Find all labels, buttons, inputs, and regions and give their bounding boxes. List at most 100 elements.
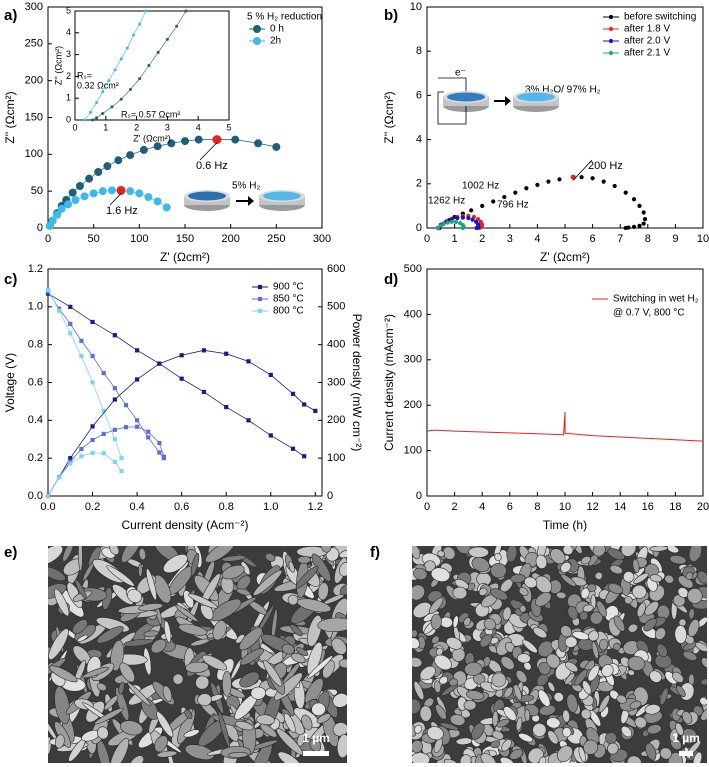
micrograph-texture	[500, 656, 515, 670]
data-point	[85, 174, 94, 183]
data-point	[641, 221, 646, 226]
micrograph-texture	[222, 670, 232, 697]
micrograph-texture	[483, 618, 496, 631]
data-point	[513, 190, 518, 195]
data-point	[68, 304, 73, 309]
micrograph-texture	[412, 546, 421, 560]
micrograph-texture	[197, 693, 212, 707]
data-point	[175, 24, 179, 28]
micrograph-texture	[413, 567, 428, 580]
micrograph-texture	[78, 546, 83, 572]
micrograph-texture	[449, 714, 466, 726]
data-point	[128, 87, 132, 91]
cell-electrode	[263, 191, 301, 201]
micrograph-texture	[96, 682, 107, 691]
micrograph-texture	[562, 546, 574, 556]
micrograph-texture	[276, 728, 304, 756]
legend-label: after 1.8 V	[624, 24, 670, 35]
micrograph-texture	[184, 744, 215, 760]
micrograph-texture	[676, 685, 686, 698]
micrograph-texture	[594, 571, 603, 580]
micrograph-texture	[627, 623, 638, 633]
legend-label: 800 °C	[273, 306, 304, 317]
micrograph-texture	[127, 589, 143, 603]
micrograph-texture	[311, 702, 326, 717]
micrograph-texture	[451, 647, 466, 662]
data-point	[139, 145, 148, 154]
data-point	[641, 210, 646, 215]
legend-marker	[257, 308, 263, 314]
legend-marker	[253, 25, 261, 33]
y-tick-label: 300	[25, 1, 43, 13]
micrograph-texture	[236, 588, 251, 596]
data-point	[119, 468, 124, 474]
data-point	[165, 37, 169, 41]
micrograph-texture	[518, 587, 529, 597]
micrograph-texture	[700, 678, 707, 686]
series-line	[47, 289, 122, 459]
micrograph-texture	[74, 579, 87, 600]
highlight-label: 200 Hz	[588, 160, 623, 172]
micrograph-texture	[607, 583, 624, 594]
data-point	[138, 22, 142, 26]
micrograph-texture	[188, 593, 218, 609]
micrograph-texture	[119, 662, 135, 683]
micrograph-texture	[564, 636, 578, 648]
micrograph-texture	[54, 686, 71, 725]
x-tick-label: 10	[559, 501, 571, 513]
micrograph-texture	[426, 726, 444, 741]
micrograph-texture	[535, 592, 552, 607]
micrograph-texture	[687, 619, 700, 637]
x-tick-label: 1	[103, 122, 108, 132]
data-point	[290, 446, 296, 451]
y2-tick-label: 500	[327, 301, 345, 313]
micrograph-texture	[339, 562, 347, 577]
highlight-label: 0.6 Hz	[196, 160, 228, 172]
legend-marker	[608, 26, 614, 32]
data-point	[123, 425, 129, 430]
data-point	[57, 475, 62, 480]
micrograph-texture	[687, 588, 703, 604]
micrograph-texture	[48, 566, 66, 582]
micrograph-texture	[685, 571, 694, 580]
micrograph-texture	[664, 574, 674, 584]
micrograph-texture	[532, 722, 547, 737]
micrograph-texture	[574, 669, 588, 686]
x-tick-label: 0.2	[85, 501, 100, 513]
micrograph-texture	[163, 620, 172, 643]
data-point	[90, 424, 95, 429]
y2-tick-label: 0	[327, 490, 333, 502]
micrograph-texture	[560, 625, 572, 638]
micrograph-texture	[49, 665, 78, 683]
data-point	[119, 456, 124, 461]
data-point	[167, 139, 176, 148]
micrograph-texture	[431, 635, 440, 645]
data-point	[453, 219, 459, 225]
micrograph-texture	[317, 617, 347, 633]
micrograph-texture	[675, 722, 684, 736]
data-point	[631, 197, 637, 202]
y-tick-label: 100	[25, 148, 43, 160]
micrograph-texture	[412, 629, 418, 638]
micrograph-texture	[613, 615, 626, 632]
x-tick-label: 200	[221, 233, 239, 245]
y-tick-label: 2	[416, 178, 422, 190]
y-axis-label: Current density (mAcm⁻²)	[382, 314, 396, 451]
annotation: 3% H₂O/ 97% H₂	[525, 85, 601, 96]
micrograph-texture	[48, 628, 69, 661]
micrograph-texture	[433, 680, 441, 693]
legend-label: before switching	[624, 12, 696, 23]
data-point	[637, 223, 642, 228]
micrograph-texture	[649, 574, 663, 583]
arrow	[494, 96, 511, 106]
micrograph-texture	[502, 606, 512, 621]
micrograph-texture	[82, 666, 110, 679]
micrograph-texture	[627, 655, 646, 671]
x-tick-label: 14	[614, 501, 626, 513]
micrograph-texture	[607, 548, 625, 561]
data-point	[455, 215, 460, 221]
data-point	[179, 376, 184, 381]
micrograph-texture	[697, 570, 707, 584]
micrograph-texture	[103, 695, 119, 711]
y-tick-label: 0.0	[28, 490, 43, 502]
